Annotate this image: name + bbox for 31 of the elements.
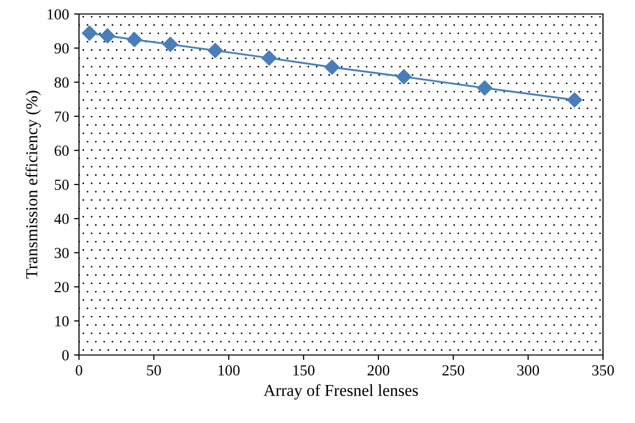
y-tick-label: 80 [54, 77, 69, 88]
x-tick-label: 100 [218, 365, 240, 376]
point [126, 32, 142, 48]
x-tick-label: 150 [293, 365, 314, 376]
x-tick-label: 50 [147, 365, 161, 376]
point [82, 26, 98, 41]
x-axis-title: Array of Fresnel lenses [264, 384, 418, 400]
y-tick-label: 60 [54, 146, 69, 156]
x-tick-label: 200 [368, 365, 390, 376]
x-tick-label: 350 [592, 365, 614, 376]
y-tick-label: 90 [54, 43, 69, 54]
y-tick-label: 50 [54, 180, 69, 190]
y-tick-label: 30 [54, 248, 69, 258]
point [396, 69, 412, 84]
point [208, 42, 223, 58]
y-tick-label: 100 [48, 9, 69, 20]
y-tick-label: 10 [55, 316, 69, 326]
y-axis-title: Transmission efficiency (%) [25, 90, 41, 279]
y-tick-label: 70 [55, 111, 69, 122]
point [566, 92, 582, 108]
y-tick-label: 40 [54, 214, 69, 224]
x-tick-label: 250 [442, 365, 464, 376]
point [262, 50, 277, 66]
point [324, 60, 340, 75]
point [477, 80, 492, 96]
point [100, 28, 116, 44]
x-tick-label: 0 [76, 365, 82, 376]
y-tick-label: 0 [62, 350, 69, 360]
point [162, 36, 178, 52]
y-tick-label: 20 [54, 282, 69, 292]
x-tick-label: 300 [517, 365, 540, 376]
